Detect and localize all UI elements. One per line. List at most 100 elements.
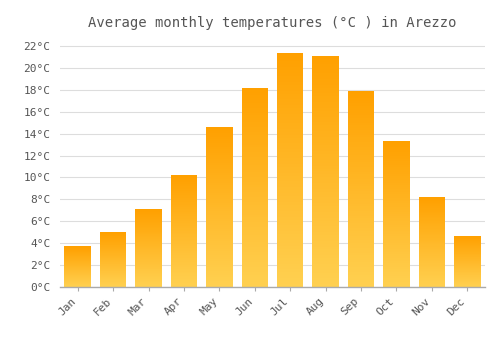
Bar — [136, 278, 162, 279]
Bar — [170, 284, 197, 286]
Bar — [312, 160, 339, 163]
Bar — [454, 280, 480, 281]
Bar — [170, 263, 197, 265]
Bar — [418, 201, 445, 202]
Bar — [383, 207, 409, 209]
Bar — [64, 274, 91, 275]
Bar — [277, 178, 303, 182]
Bar — [206, 219, 233, 221]
Bar — [242, 172, 268, 175]
Bar — [454, 245, 480, 246]
Bar — [418, 251, 445, 252]
Bar — [383, 185, 409, 187]
Bar — [454, 268, 480, 269]
Bar — [64, 246, 91, 247]
Bar — [170, 249, 197, 251]
Bar — [170, 206, 197, 207]
Bar — [348, 120, 374, 123]
Bar — [100, 260, 126, 261]
Bar — [277, 266, 303, 270]
Bar — [348, 128, 374, 130]
Bar — [277, 108, 303, 111]
Bar — [348, 228, 374, 231]
Bar — [206, 147, 233, 149]
Bar — [312, 79, 339, 82]
Bar — [242, 205, 268, 207]
Bar — [136, 280, 162, 281]
Bar — [383, 169, 409, 170]
Bar — [312, 99, 339, 102]
Bar — [312, 238, 339, 241]
Bar — [170, 265, 197, 266]
Bar — [383, 196, 409, 198]
Bar — [277, 214, 303, 217]
Bar — [277, 132, 303, 135]
Bar — [454, 270, 480, 271]
Bar — [277, 123, 303, 126]
Bar — [383, 199, 409, 201]
Bar — [100, 257, 126, 258]
Bar — [170, 192, 197, 194]
Bar — [418, 244, 445, 245]
Bar — [277, 79, 303, 82]
Bar — [242, 122, 268, 125]
Bar — [418, 229, 445, 230]
Bar — [136, 257, 162, 258]
Bar — [100, 276, 126, 277]
Bar — [64, 269, 91, 270]
Bar — [277, 52, 303, 55]
Bar — [418, 261, 445, 262]
Bar — [64, 285, 91, 286]
Bar — [312, 267, 339, 270]
Bar — [242, 230, 268, 232]
Bar — [64, 272, 91, 273]
Bar — [383, 278, 409, 280]
Bar — [312, 131, 339, 134]
Bar — [348, 167, 374, 169]
Bar — [206, 247, 233, 249]
Bar — [100, 279, 126, 280]
Bar — [136, 226, 162, 227]
Bar — [383, 189, 409, 190]
Bar — [277, 270, 303, 272]
Bar — [418, 235, 445, 237]
Bar — [136, 248, 162, 249]
Bar — [454, 282, 480, 283]
Bar — [383, 152, 409, 154]
Bar — [277, 144, 303, 146]
Bar — [100, 256, 126, 257]
Bar — [64, 278, 91, 279]
Bar — [136, 216, 162, 217]
Bar — [383, 249, 409, 251]
Bar — [170, 245, 197, 246]
Bar — [242, 170, 268, 172]
Bar — [348, 226, 374, 228]
Bar — [418, 268, 445, 269]
Bar — [312, 108, 339, 111]
Bar — [348, 204, 374, 206]
Bar — [277, 229, 303, 231]
Bar — [348, 221, 374, 223]
Bar — [348, 277, 374, 280]
Bar — [100, 239, 126, 240]
Bar — [206, 199, 233, 201]
Bar — [312, 68, 339, 70]
Bar — [454, 253, 480, 254]
Bar — [383, 229, 409, 231]
Bar — [312, 134, 339, 137]
Bar — [242, 182, 268, 185]
Bar — [277, 99, 303, 102]
Bar — [100, 251, 126, 252]
Bar — [383, 232, 409, 234]
Bar — [206, 191, 233, 193]
Bar — [418, 233, 445, 234]
Bar — [277, 58, 303, 61]
Bar — [136, 276, 162, 277]
Bar — [312, 246, 339, 250]
Bar — [170, 267, 197, 269]
Bar — [100, 235, 126, 236]
Bar — [348, 103, 374, 106]
Bar — [206, 133, 233, 135]
Bar — [64, 279, 91, 280]
Bar — [418, 266, 445, 267]
